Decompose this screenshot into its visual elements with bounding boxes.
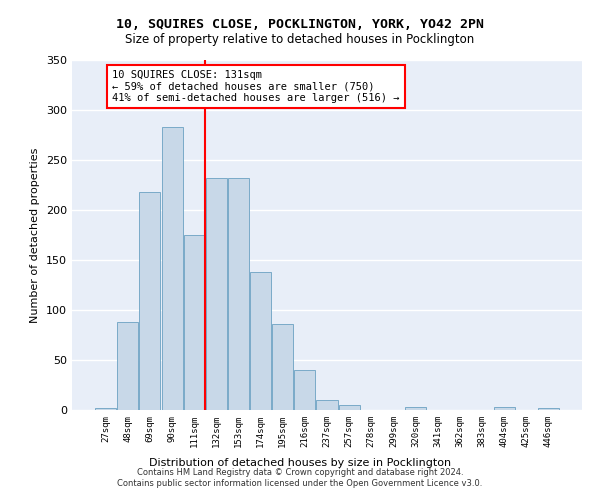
Bar — [250, 272, 271, 410]
Text: Contains HM Land Registry data © Crown copyright and database right 2024.
Contai: Contains HM Land Registry data © Crown c… — [118, 468, 482, 487]
Bar — [316, 400, 338, 410]
Bar — [338, 405, 359, 410]
Bar — [538, 408, 559, 410]
Bar — [161, 127, 182, 410]
Bar — [228, 178, 249, 410]
Bar — [139, 192, 160, 410]
Y-axis label: Number of detached properties: Number of detached properties — [31, 148, 40, 322]
Bar — [295, 370, 316, 410]
Bar — [272, 324, 293, 410]
Text: 10 SQUIRES CLOSE: 131sqm
← 59% of detached houses are smaller (750)
41% of semi-: 10 SQUIRES CLOSE: 131sqm ← 59% of detach… — [112, 70, 400, 103]
Text: 10, SQUIRES CLOSE, POCKLINGTON, YORK, YO42 2PN: 10, SQUIRES CLOSE, POCKLINGTON, YORK, YO… — [116, 18, 484, 30]
Bar — [118, 322, 139, 410]
Bar — [494, 407, 515, 410]
Bar — [95, 408, 116, 410]
Bar — [184, 235, 205, 410]
Text: Distribution of detached houses by size in Pocklington: Distribution of detached houses by size … — [149, 458, 451, 468]
Bar — [405, 407, 426, 410]
Bar — [206, 178, 227, 410]
Text: Size of property relative to detached houses in Pocklington: Size of property relative to detached ho… — [125, 32, 475, 46]
